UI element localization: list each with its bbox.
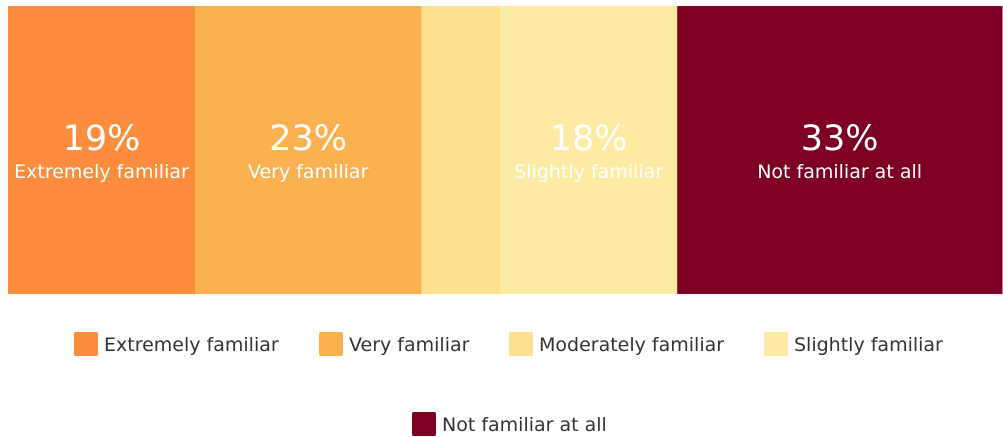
bar-segment-slightly-familiar xyxy=(500,6,678,294)
legend-swatch-not-familiar-at-all xyxy=(412,412,436,436)
legend-swatch-extremely-familiar xyxy=(74,332,98,356)
legend-label-extremely-familiar: Extremely familiar xyxy=(104,334,279,356)
segment-category-label-extremely-familiar: Extremely familiar xyxy=(14,161,189,183)
legend-swatch-very-familiar xyxy=(319,332,343,356)
legend-swatch-slightly-familiar xyxy=(764,332,788,356)
bar-segment-moderately-familiar xyxy=(421,6,501,294)
legend-label-slightly-familiar: Slightly familiar xyxy=(794,334,943,356)
stacked-bar: 19%Extremely familiar 23%Very familiar 18%… xyxy=(8,6,1003,294)
segment-category-label-slightly-familiar: Slightly familiar xyxy=(514,161,663,183)
bar-segment-extremely-familiar xyxy=(8,6,196,294)
segment-value-label-slightly-familiar: 18% xyxy=(550,119,628,159)
legend-swatch-moderately-familiar xyxy=(509,332,533,356)
legend-label-moderately-familiar: Moderately familiar xyxy=(539,334,724,356)
legend-label-not-familiar-at-all: Not familiar at all xyxy=(442,414,607,436)
legend-label-very-familiar: Very familiar xyxy=(349,334,470,356)
legend: Extremely familiar Very familiar Moderatel… xyxy=(74,332,943,436)
segment-category-label-very-familiar: Very familiar xyxy=(248,161,369,183)
segment-category-label-not-familiar-at-all: Not familiar at all xyxy=(757,161,922,183)
bar-segment-very-familiar xyxy=(194,6,422,294)
segment-value-label-very-familiar: 23% xyxy=(269,119,347,159)
segment-value-label-extremely-familiar: 19% xyxy=(63,119,141,159)
segment-value-label-not-familiar-at-all: 33% xyxy=(801,119,879,159)
bar-segment-not-familiar-at-all xyxy=(677,6,1003,294)
